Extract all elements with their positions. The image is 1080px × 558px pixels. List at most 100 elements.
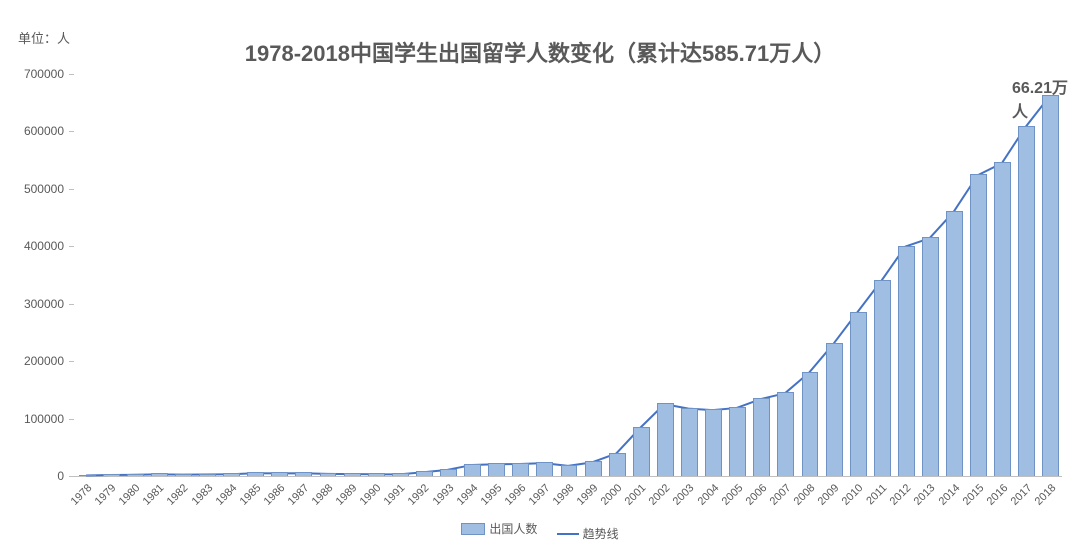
x-tick-label: 1993 bbox=[430, 482, 456, 508]
bar bbox=[151, 473, 168, 476]
bar bbox=[753, 398, 770, 476]
x-tick-label: 2001 bbox=[623, 482, 649, 508]
bar bbox=[320, 473, 337, 476]
x-tick-label: 1995 bbox=[478, 482, 504, 508]
bar bbox=[633, 427, 650, 476]
x-tick-label: 1978 bbox=[69, 482, 95, 508]
y-tick-label: 600000 bbox=[4, 124, 64, 138]
x-tick-label: 2018 bbox=[1033, 482, 1059, 508]
bar bbox=[561, 465, 578, 476]
legend-swatch-bar bbox=[461, 523, 485, 535]
bar bbox=[79, 475, 96, 477]
x-tick-label: 2013 bbox=[912, 482, 938, 508]
legend-swatch-line bbox=[557, 533, 579, 535]
bar bbox=[368, 473, 385, 476]
bar bbox=[705, 409, 722, 476]
bar bbox=[970, 174, 987, 476]
y-tick-label: 400000 bbox=[4, 239, 64, 253]
x-tick-label: 1998 bbox=[551, 482, 577, 508]
y-tick-label: 0 bbox=[4, 469, 64, 483]
legend: 出国人数 趋势线 bbox=[0, 520, 1080, 542]
bar bbox=[416, 471, 433, 476]
y-tick-label: 500000 bbox=[4, 182, 64, 196]
x-tick-label: 2004 bbox=[695, 482, 721, 508]
x-tick-label: 1996 bbox=[502, 482, 528, 508]
x-tick-label: 1980 bbox=[117, 482, 143, 508]
bar bbox=[536, 462, 553, 476]
x-tick-label: 1979 bbox=[93, 482, 119, 508]
plot-area bbox=[74, 74, 1062, 476]
x-tick-label: 1982 bbox=[165, 482, 191, 508]
bar bbox=[777, 392, 794, 476]
x-axis-line bbox=[74, 476, 1062, 477]
bar bbox=[657, 403, 674, 476]
bar bbox=[392, 473, 409, 476]
bar bbox=[512, 463, 529, 476]
x-tick-label: 2002 bbox=[647, 482, 673, 508]
bar bbox=[898, 246, 915, 476]
x-tick-label: 2009 bbox=[816, 482, 842, 508]
x-tick-label: 1981 bbox=[141, 482, 167, 508]
x-tick-label: 2012 bbox=[888, 482, 914, 508]
x-tick-label: 1994 bbox=[454, 482, 480, 508]
bar bbox=[826, 343, 843, 476]
y-tick-label: 700000 bbox=[4, 67, 64, 81]
x-tick-label: 2007 bbox=[768, 482, 794, 508]
bar bbox=[609, 453, 626, 476]
bar bbox=[199, 474, 216, 477]
bar bbox=[585, 461, 602, 476]
bar bbox=[175, 474, 192, 476]
legend-item-line: 趋势线 bbox=[557, 525, 619, 542]
y-tick-label: 200000 bbox=[4, 354, 64, 368]
x-tick-label: 1983 bbox=[189, 482, 215, 508]
x-tick-label: 2011 bbox=[865, 482, 890, 507]
x-tick-label: 2015 bbox=[960, 482, 986, 508]
chart-title: 1978-2018中国学生出国留学人数变化（累计达585.71万人） bbox=[0, 36, 1080, 68]
bar bbox=[488, 463, 505, 476]
bar bbox=[994, 162, 1011, 476]
x-tick-label: 2006 bbox=[743, 482, 769, 508]
bar bbox=[344, 473, 361, 476]
x-tick-label: 2005 bbox=[719, 482, 745, 508]
bar bbox=[681, 408, 698, 476]
bar bbox=[464, 464, 481, 476]
x-tick-label: 1988 bbox=[310, 482, 336, 508]
x-tick-label: 1985 bbox=[237, 482, 263, 508]
bar bbox=[1018, 126, 1035, 476]
bar bbox=[850, 312, 867, 476]
bar bbox=[271, 472, 288, 476]
bar bbox=[802, 372, 819, 476]
bar bbox=[946, 211, 963, 476]
x-tick-label: 2014 bbox=[936, 482, 962, 508]
bar bbox=[729, 407, 746, 476]
x-tick-label: 2003 bbox=[671, 482, 697, 508]
x-tick-label: 1987 bbox=[286, 482, 312, 508]
x-tick-label: 1984 bbox=[213, 482, 239, 508]
legend-item-bar: 出国人数 bbox=[461, 520, 537, 537]
x-tick-label: 2010 bbox=[840, 482, 866, 508]
bar bbox=[103, 474, 120, 476]
bar bbox=[1042, 95, 1059, 476]
x-tick-label: 1991 bbox=[382, 482, 408, 508]
legend-label-bar: 出国人数 bbox=[489, 520, 537, 537]
bar bbox=[874, 280, 891, 476]
y-tick-label: 100000 bbox=[4, 412, 64, 426]
x-tick-label: 2017 bbox=[1009, 482, 1035, 508]
x-tick-label: 1990 bbox=[358, 482, 384, 508]
x-tick-label: 1989 bbox=[334, 482, 360, 508]
y-axis: 0100000200000300000400000500000600000700… bbox=[0, 74, 70, 476]
bar bbox=[127, 474, 144, 476]
x-tick-label: 2008 bbox=[792, 482, 818, 508]
x-tick-label: 1999 bbox=[575, 482, 601, 508]
bar bbox=[247, 472, 264, 476]
bar bbox=[922, 237, 939, 476]
y-tick-label: 300000 bbox=[4, 297, 64, 311]
x-tick-label: 1992 bbox=[406, 482, 432, 508]
x-tick-label: 2016 bbox=[984, 482, 1010, 508]
chart-container: 单位：人 1978-2018中国学生出国留学人数变化（累计达585.71万人） … bbox=[0, 0, 1080, 558]
bar bbox=[223, 473, 240, 476]
bar bbox=[295, 472, 312, 476]
x-tick-label: 1997 bbox=[527, 482, 553, 508]
x-tick-label: 1986 bbox=[262, 482, 288, 508]
legend-label-line: 趋势线 bbox=[583, 525, 619, 542]
